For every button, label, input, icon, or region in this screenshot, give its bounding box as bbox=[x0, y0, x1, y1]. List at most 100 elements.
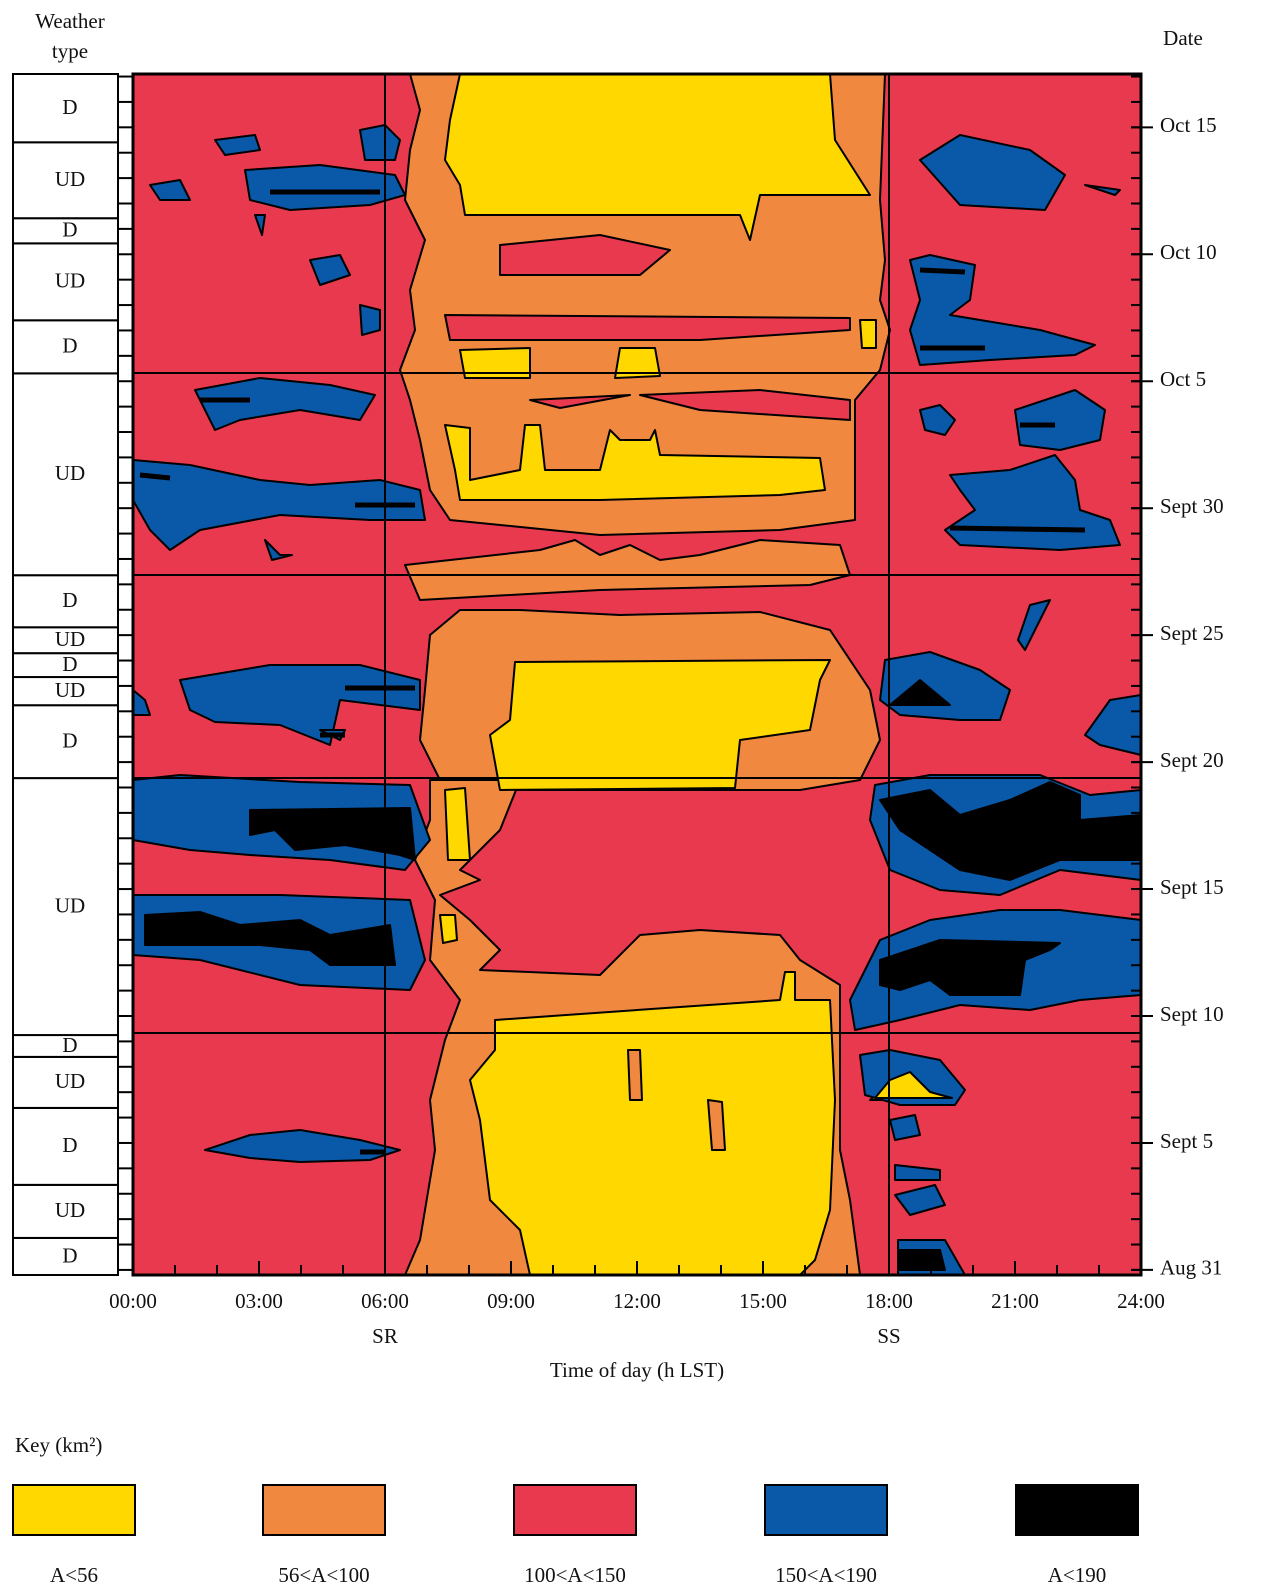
weather-label: D bbox=[62, 1133, 77, 1157]
y-tick-label: Oct 5 bbox=[1160, 367, 1206, 391]
legend-label: 100<A<150 bbox=[524, 1563, 626, 1587]
contour-region bbox=[889, 1114, 921, 1141]
contour-region bbox=[444, 314, 851, 341]
weather-band bbox=[12, 777, 119, 1037]
x-tick-label: 21:00 bbox=[991, 1289, 1039, 1313]
contour-region bbox=[614, 347, 661, 379]
contour-region bbox=[144, 911, 396, 966]
legend-swatch bbox=[513, 1484, 637, 1536]
contour-core bbox=[949, 525, 1086, 533]
weather-label: UD bbox=[55, 893, 85, 917]
weather-label: UD bbox=[55, 1198, 85, 1222]
weather-label: D bbox=[62, 652, 77, 676]
x-tick-label: 12:00 bbox=[613, 1289, 661, 1313]
legend-title: Key (km²) bbox=[15, 1433, 102, 1457]
weather-label: D bbox=[62, 95, 77, 119]
contour-region bbox=[444, 787, 471, 861]
y-tick-label: Oct 10 bbox=[1160, 240, 1217, 264]
y-tick-label: Sept 5 bbox=[1160, 1129, 1213, 1153]
contour-region bbox=[639, 389, 851, 421]
contour-region bbox=[1014, 389, 1106, 451]
contour-region bbox=[254, 214, 266, 236]
contour-region bbox=[404, 539, 851, 601]
contour-region bbox=[919, 134, 1066, 211]
y-tick-label: Sept 10 bbox=[1160, 1002, 1224, 1026]
contour-region bbox=[894, 1164, 941, 1181]
legend-label: A<56 bbox=[50, 1563, 98, 1587]
contour-region bbox=[194, 377, 376, 431]
weather-band bbox=[12, 217, 119, 245]
contour-core bbox=[919, 267, 966, 275]
contour-region bbox=[132, 459, 426, 551]
y-tick-label: Sept 20 bbox=[1160, 748, 1224, 772]
contour-region bbox=[359, 304, 381, 336]
x-tick-label: 18:00 bbox=[865, 1289, 913, 1313]
contour-region bbox=[469, 971, 836, 1276]
weather-band bbox=[12, 574, 119, 629]
contour-region bbox=[894, 1184, 946, 1216]
contour-region bbox=[874, 1071, 953, 1099]
legend-swatch bbox=[1015, 1484, 1139, 1536]
x-tick-label: 24:00 bbox=[1117, 1289, 1165, 1313]
contour-region bbox=[919, 404, 956, 436]
weather-label: D bbox=[62, 1033, 77, 1057]
weather-type-title: Weather type bbox=[35, 9, 105, 63]
weather-label: D bbox=[62, 334, 77, 358]
legend-swatch bbox=[262, 1484, 386, 1536]
weather-band bbox=[12, 1183, 119, 1239]
contour-region bbox=[899, 1249, 946, 1271]
weather-label: D bbox=[62, 588, 77, 612]
weather-label: D bbox=[62, 218, 77, 242]
contour-region bbox=[264, 539, 293, 561]
weather-band bbox=[12, 141, 119, 220]
legend-swatch bbox=[12, 1484, 136, 1536]
y-tick-label: Oct 15 bbox=[1160, 113, 1217, 137]
weather-label: UD bbox=[55, 678, 85, 702]
contour-region bbox=[439, 914, 458, 944]
x-axis-title: Time of day (h LST) bbox=[550, 1358, 724, 1382]
weather-label: UD bbox=[55, 627, 85, 651]
weather-band bbox=[12, 242, 119, 322]
y-tick-label: Sept 15 bbox=[1160, 875, 1224, 899]
legend-swatch bbox=[764, 1484, 888, 1536]
contour-region bbox=[249, 807, 416, 861]
contour-region bbox=[627, 1049, 643, 1101]
contour-region bbox=[889, 679, 951, 706]
legend-label: 150<A<190 bbox=[775, 1563, 877, 1587]
annotation: SS bbox=[877, 1324, 900, 1348]
annotation: SR bbox=[372, 1324, 398, 1348]
contour-region bbox=[859, 319, 877, 349]
contour-region bbox=[214, 134, 261, 156]
x-tick-label: 06:00 bbox=[361, 1289, 409, 1313]
weather-band bbox=[12, 1106, 119, 1186]
contour-region bbox=[529, 394, 631, 409]
weather-label: UD bbox=[55, 461, 85, 485]
x-tick-label: 03:00 bbox=[235, 1289, 283, 1313]
contour-region bbox=[244, 164, 406, 211]
contour-region bbox=[879, 781, 1142, 881]
weather-band bbox=[12, 1055, 119, 1109]
contour-region bbox=[204, 1129, 401, 1163]
contour-region bbox=[879, 939, 1061, 996]
weather-band bbox=[12, 73, 119, 144]
contour-region bbox=[459, 347, 531, 379]
weather-label: D bbox=[62, 728, 77, 752]
contour-region bbox=[707, 1099, 726, 1151]
weather-band bbox=[12, 372, 119, 577]
weather-label: UD bbox=[55, 167, 85, 191]
weather-band bbox=[12, 704, 119, 780]
y-tick-label: Aug 31 bbox=[1160, 1256, 1222, 1280]
y-tick-label: Sept 30 bbox=[1160, 494, 1224, 518]
weather-label: UD bbox=[55, 269, 85, 293]
y-axis-title: Date bbox=[1163, 26, 1203, 50]
legend-label: 56<A<100 bbox=[278, 1563, 369, 1587]
x-tick-label: 00:00 bbox=[109, 1289, 157, 1313]
contour-region bbox=[909, 254, 1096, 366]
contour-region bbox=[359, 124, 401, 161]
contour-region bbox=[1017, 599, 1051, 651]
x-tick-label: 15:00 bbox=[739, 1289, 787, 1313]
contour-region bbox=[1084, 694, 1142, 756]
contour-region bbox=[444, 424, 826, 501]
